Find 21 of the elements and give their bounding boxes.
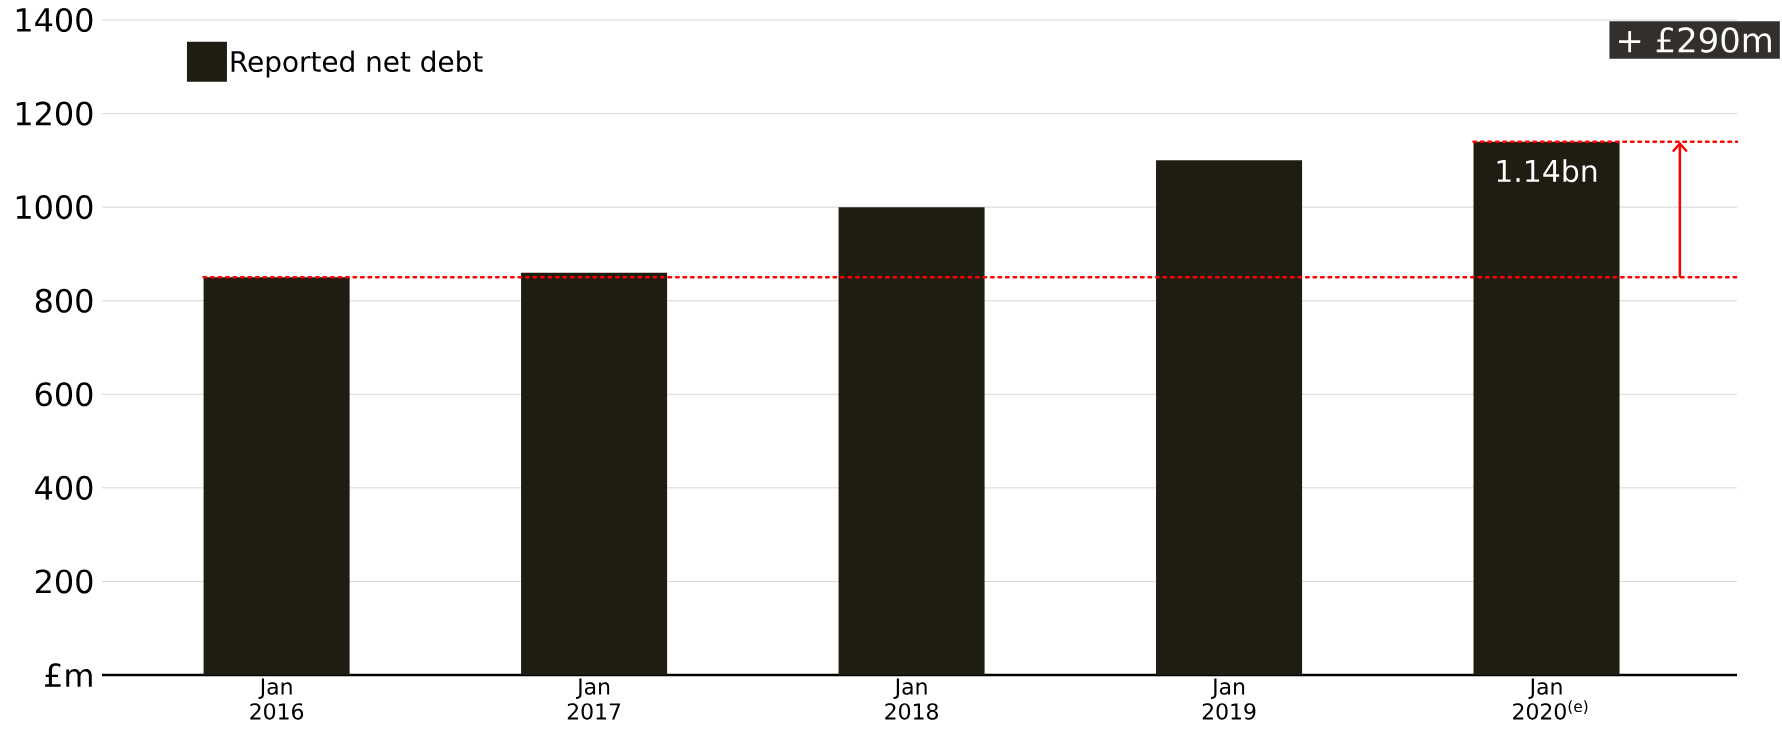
bar	[1156, 160, 1303, 675]
x-tick-label: Jan 2020$^{(e)}$	[1513, 678, 1588, 720]
x-tick-label: Jan 2016	[250, 678, 304, 720]
annotation: 1.14bn	[1497, 159, 1597, 183]
annotation: + £290m	[1619, 27, 1771, 53]
y-tick-label: 600	[35, 382, 93, 407]
x-tick-label: Jan 2018	[885, 678, 938, 720]
y-tick-label: £m	[45, 663, 92, 687]
legend-label: Reported net debt	[231, 50, 483, 78]
y-tick-label: 1400	[16, 7, 93, 33]
bar	[1473, 141, 1620, 675]
y-tick-label: 800	[35, 288, 93, 313]
bar	[521, 272, 668, 675]
x-tick-label: Jan 2017	[567, 678, 621, 720]
y-tick-label: 400	[35, 475, 93, 500]
y-tick-label: 1200	[16, 101, 93, 126]
bar	[203, 277, 350, 675]
x-tick-label: Jan 2019	[1202, 678, 1256, 720]
y-tick-label: 200	[35, 569, 93, 594]
y-tick-label: 1000	[16, 195, 93, 220]
bar	[838, 207, 985, 675]
